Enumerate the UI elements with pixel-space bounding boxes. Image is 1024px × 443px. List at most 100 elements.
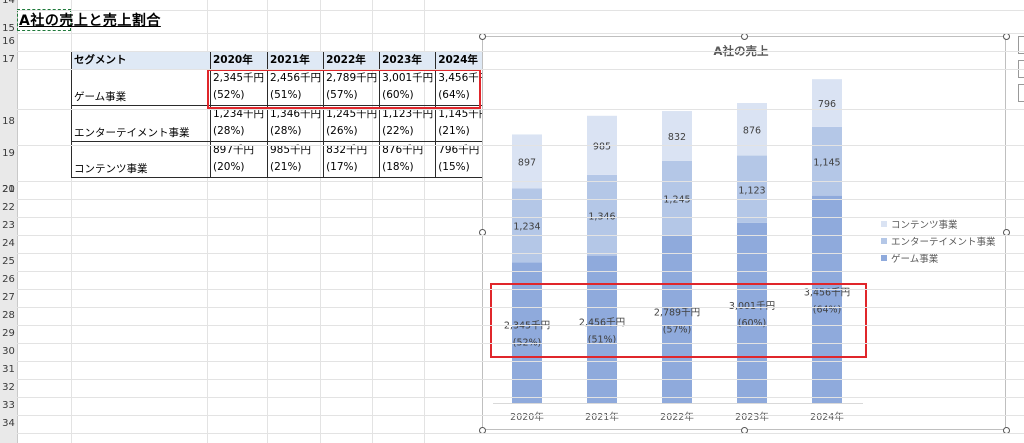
- row-gridline: [17, 217, 1024, 218]
- chart-area[interactable]: A社の売上 2,345千円 (52%) 1,234 897 2020年 2,456千円 (51…: [482, 36, 1006, 430]
- share-text: (52%): [213, 89, 245, 101]
- row-number[interactable]: 33: [2, 400, 15, 411]
- row-number[interactable]: 32: [2, 382, 15, 393]
- row-gridline: [17, 361, 1024, 362]
- row-number[interactable]: 22: [2, 202, 15, 213]
- table-cell[interactable]: 985千円 (21%): [266, 141, 325, 178]
- row-gridline: [17, 343, 1024, 344]
- row-gridline: [17, 235, 1024, 236]
- bar-segment: [812, 195, 842, 403]
- value-text: 985千円: [270, 144, 312, 156]
- share-text: (26%): [326, 125, 358, 137]
- row-number[interactable]: 19: [2, 148, 15, 159]
- resize-handle-nw[interactable]: [479, 33, 486, 40]
- row-number[interactable]: 25: [2, 256, 15, 267]
- chart-elements-button[interactable]: [1018, 36, 1024, 54]
- data-label: (64%): [813, 304, 842, 315]
- data-label: 2,345千円: [504, 321, 550, 332]
- bar-segment: [737, 222, 767, 403]
- row-gridline: [17, 33, 1024, 34]
- data-label: 2,456千円: [579, 317, 625, 328]
- sheet-title[interactable]: A社の売上と売上割合: [19, 13, 161, 29]
- data-label: 1,346: [588, 211, 615, 222]
- row-gridline: [17, 307, 1024, 308]
- x-tick-label: 2024年: [810, 411, 844, 423]
- share-text: (17%): [326, 161, 358, 173]
- share-text: (21%): [438, 125, 470, 137]
- x-tick-label: 2020年: [510, 411, 544, 423]
- chart-highlight-box: [490, 283, 867, 358]
- row-number[interactable]: 24: [2, 238, 15, 249]
- row-gridline: [17, 397, 1024, 398]
- row-number[interactable]: 14: [2, 0, 15, 6]
- value-text: 1,346千円: [270, 108, 322, 120]
- header-2022[interactable]: 2022年: [323, 51, 381, 70]
- row-header-column: [0, 0, 18, 443]
- table-cell[interactable]: 1,346千円 (28%): [266, 105, 325, 142]
- table-cell[interactable]: 897千円 (20%): [210, 141, 268, 178]
- chart-filters-button[interactable]: [1018, 84, 1024, 102]
- data-label: 832: [668, 132, 686, 143]
- row-gridline: [17, 415, 1024, 416]
- table-cell[interactable]: 832千円 (17%): [323, 141, 381, 178]
- row-gridline: [17, 379, 1024, 380]
- table-cell[interactable]: 876千円 (18%): [379, 141, 437, 178]
- row-number[interactable]: 21: [2, 184, 15, 195]
- row-number[interactable]: 17: [2, 54, 15, 65]
- sales-table: セグメント 2020年 2021年 2022年 2023年 2024年 ゲーム事…: [71, 51, 493, 178]
- column-gridline: [320, 0, 321, 443]
- value-text: 1,234千円: [213, 108, 265, 120]
- legend-label: ゲーム事業: [891, 253, 939, 265]
- table-cell[interactable]: 1,123千円 (22%): [379, 105, 437, 142]
- row-gridline: [17, 289, 1024, 290]
- row-gridline: [17, 181, 1024, 182]
- row-number[interactable]: 16: [2, 36, 15, 47]
- row-number[interactable]: 28: [2, 310, 15, 321]
- value-text: 2,345千円: [213, 72, 265, 84]
- segment-cell[interactable]: ゲーム事業: [71, 69, 211, 106]
- row-number[interactable]: 30: [2, 346, 15, 357]
- column-gridline: [372, 0, 373, 443]
- header-2020[interactable]: 2020年: [210, 51, 268, 70]
- row-number[interactable]: 15: [2, 23, 15, 34]
- segment-cell[interactable]: エンターテイメント事業: [71, 105, 211, 142]
- row-number[interactable]: 18: [2, 116, 15, 127]
- header-2024[interactable]: 2024年: [435, 51, 493, 70]
- segment-cell[interactable]: コンテンツ事業: [71, 141, 211, 178]
- data-label: 3,456千円: [804, 287, 850, 298]
- row-number[interactable]: 34: [2, 418, 15, 429]
- data-label: 1,234: [513, 221, 540, 232]
- table-row: コンテンツ事業 897千円 (20%) 985千円 (21%) 832千円 (17%)…: [71, 141, 493, 178]
- row-gridline: [17, 51, 1024, 52]
- value-text: 876千円: [382, 144, 424, 156]
- legend-label: コンテンツ事業: [891, 219, 958, 231]
- stacked-bar-chart: A社の売上2,345千円(52%)1,2348972020年2,456千円(51…: [490, 44, 996, 423]
- copy-selection-marquee: [17, 9, 71, 31]
- value-text: 1,245千円: [326, 108, 378, 120]
- row-number[interactable]: 27: [2, 292, 15, 303]
- bar-segment: [662, 235, 692, 403]
- value-text: 2,456千円: [270, 72, 322, 84]
- table-cell[interactable]: 3,001千円 (60%): [379, 69, 437, 106]
- row-number[interactable]: 29: [2, 328, 15, 339]
- header-2021[interactable]: 2021年: [266, 51, 325, 70]
- row-number[interactable]: 23: [2, 220, 15, 231]
- row-number[interactable]: 20: [2, 184, 15, 195]
- header-2023[interactable]: 2023年: [379, 51, 437, 70]
- table-cell[interactable]: 1,234千円 (28%): [210, 105, 268, 142]
- value-text: 832千円: [326, 144, 368, 156]
- row-number[interactable]: 31: [2, 364, 15, 375]
- row-number[interactable]: 26: [2, 274, 15, 285]
- resize-handle-n[interactable]: [741, 33, 748, 40]
- share-text: (15%): [438, 161, 470, 173]
- table-cell[interactable]: 1,245千円 (26%): [323, 105, 381, 142]
- table-cell[interactable]: 2,345千円 (52%): [210, 69, 268, 106]
- row-gridline: [17, 325, 1024, 326]
- header-segment[interactable]: セグメント: [71, 51, 211, 70]
- column-gridline: [71, 0, 72, 443]
- x-tick-label: 2021年: [585, 411, 619, 423]
- row-gridline: [17, 253, 1024, 254]
- share-text: (60%): [382, 89, 414, 101]
- data-label: 1,123: [738, 185, 765, 196]
- resize-handle-ne[interactable]: [1003, 33, 1010, 40]
